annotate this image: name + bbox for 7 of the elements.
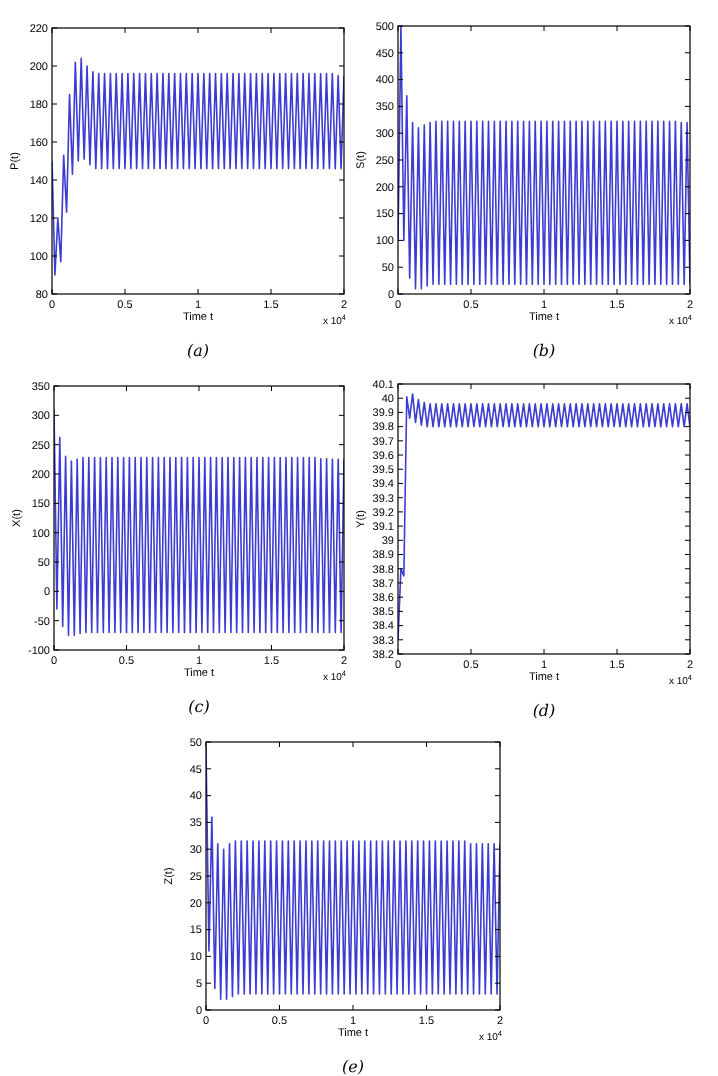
line-series	[398, 26, 690, 290]
text: (e)	[342, 1058, 364, 1076]
text: (d)	[532, 702, 556, 720]
text: (c)	[188, 698, 210, 716]
line-series	[52, 57, 344, 276]
text: (b)	[532, 342, 556, 360]
text: (a)	[186, 342, 210, 360]
